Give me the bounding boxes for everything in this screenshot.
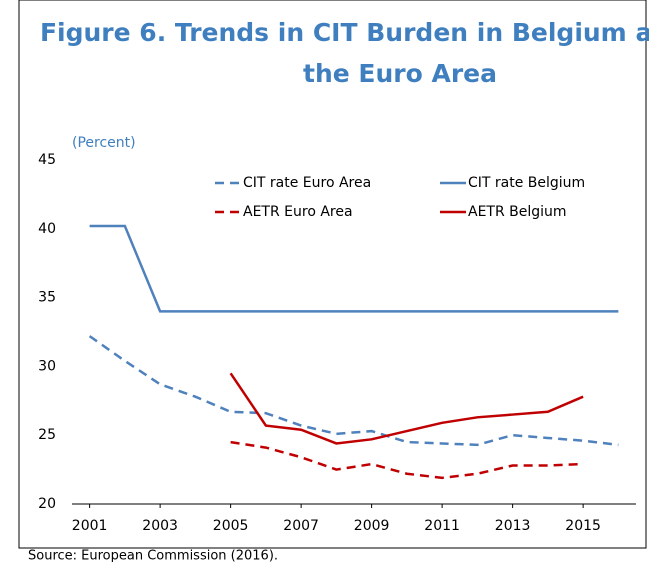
y-tick-label: 20 bbox=[38, 496, 56, 512]
y-tick-label: 35 bbox=[38, 290, 56, 306]
unit-label: (Percent) bbox=[72, 135, 136, 151]
series-line bbox=[229, 372, 584, 445]
legend-label: AETR Belgium bbox=[468, 204, 567, 220]
x-tick-label: 2011 bbox=[424, 518, 460, 534]
x-tick-label: 2009 bbox=[354, 518, 390, 534]
y-tick-label: 25 bbox=[38, 427, 56, 443]
chart-title: the Euro Area bbox=[303, 59, 497, 88]
series-line bbox=[230, 440, 584, 480]
x-tick-label: 2005 bbox=[213, 518, 249, 534]
x-tick-label: 2015 bbox=[565, 518, 601, 534]
x-tick-label: 2001 bbox=[72, 518, 108, 534]
series-line bbox=[88, 335, 619, 447]
x-tick-label: 2007 bbox=[283, 518, 319, 534]
legend-label: CIT rate Euro Area bbox=[243, 175, 371, 191]
legend-label: AETR Euro Area bbox=[243, 204, 353, 220]
y-tick-label: 40 bbox=[38, 221, 56, 237]
x-tick-label: 2013 bbox=[495, 518, 531, 534]
y-tick-label: 45 bbox=[38, 152, 56, 168]
y-tick-label: 30 bbox=[38, 358, 56, 374]
legend-label: CIT rate Belgium bbox=[468, 175, 585, 191]
source: Source: European Commission (2016). bbox=[28, 549, 278, 562]
frame bbox=[18, 0, 647, 549]
x-tick-label: 2003 bbox=[142, 518, 178, 534]
series-line bbox=[89, 224, 619, 313]
chart-title: Figure 6. Trends in CIT Burden in Belgiu… bbox=[40, 18, 649, 47]
